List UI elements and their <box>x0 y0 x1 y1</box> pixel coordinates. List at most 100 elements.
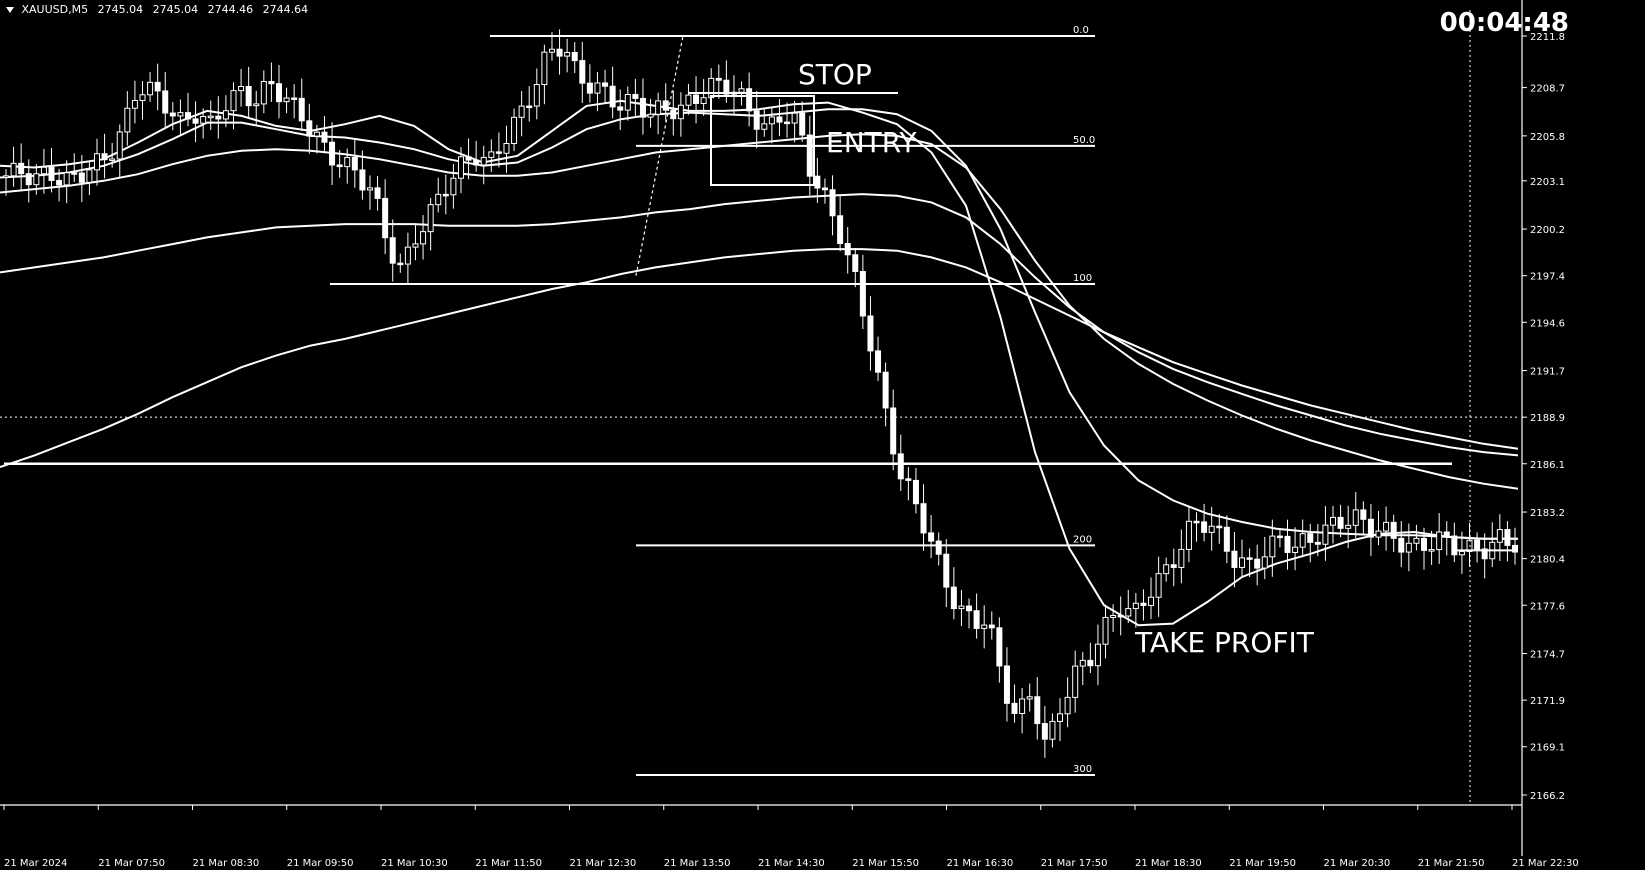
candle-body <box>238 85 245 92</box>
candle-body <box>10 162 17 177</box>
candle-body <box>359 169 366 191</box>
annotations: STOP ENTRY TAKE PROFIT <box>688 58 1315 659</box>
candle-body <box>624 94 631 111</box>
entry-label: ENTRY <box>826 126 917 159</box>
candle-body <box>412 243 419 248</box>
candle-body <box>1322 524 1329 545</box>
candle-body <box>791 112 798 124</box>
candle-body <box>1458 550 1465 556</box>
candle-body <box>579 60 586 84</box>
candle-body <box>63 172 70 186</box>
candle-body <box>1512 544 1518 553</box>
ohlc-open: 2745.04 <box>97 3 144 16</box>
candle-body <box>435 193 442 206</box>
candle-body <box>1117 614 1124 618</box>
candle-body <box>1034 696 1041 725</box>
stop-label: STOP <box>798 58 872 91</box>
candle-body <box>700 97 707 104</box>
candle-body <box>806 134 813 177</box>
candle-body <box>632 94 639 99</box>
price-tick-label: 2186.1 <box>1530 460 1565 471</box>
candle-body <box>776 116 783 123</box>
price-tick-label: 2188.9 <box>1530 413 1565 424</box>
candle-body <box>1375 530 1382 538</box>
candle-body <box>511 116 518 145</box>
time-tick-label: 21 Mar 15:50 <box>852 858 919 869</box>
fib-trendline[interactable] <box>635 35 684 276</box>
candle-body <box>1132 602 1139 610</box>
candle-body <box>768 116 775 125</box>
candle-body <box>56 180 63 186</box>
candle-body <box>442 193 449 197</box>
candle-body <box>784 121 791 125</box>
dropdown-triangle-icon[interactable] <box>6 7 14 13</box>
candle-body <box>1390 521 1397 539</box>
candle-body <box>829 189 836 217</box>
candle-body <box>1352 509 1359 526</box>
price-tick-label: 2211.8 <box>1530 32 1565 43</box>
candle-body <box>101 153 108 161</box>
candle-body <box>1201 521 1208 533</box>
candle-body <box>1451 535 1458 556</box>
candle-body <box>950 586 957 610</box>
candle-body <box>1421 537 1428 551</box>
price-tick-label: 2177.6 <box>1530 601 1565 612</box>
time-tick-label: 21 Mar 16:30 <box>947 858 1014 869</box>
fib-level-label: 0.0 <box>1073 25 1089 36</box>
candles <box>3 29 1518 758</box>
candle-body <box>1185 520 1192 550</box>
chart-header: XAUUSD,M5 2745.04 2745.04 2744.46 2744.6… <box>6 3 314 16</box>
candle-body <box>617 106 624 111</box>
candle-body <box>966 605 973 612</box>
candle-body <box>503 143 510 154</box>
candle-body <box>708 77 715 99</box>
candle-body <box>1383 521 1390 532</box>
candle-body <box>920 503 927 534</box>
time-tick-label: 21 Mar 14:30 <box>758 858 825 869</box>
horizontal-lines <box>0 10 1518 803</box>
price-tick-label: 2174.7 <box>1530 650 1565 661</box>
entry-zone-box[interactable] <box>710 95 815 186</box>
candle-body <box>260 80 267 105</box>
candle-body <box>1314 541 1321 545</box>
candle-body <box>723 79 730 95</box>
candle-body <box>1292 546 1299 553</box>
candle-body <box>753 110 760 130</box>
candle-body <box>3 175 9 178</box>
candle-body <box>996 627 1003 667</box>
price-tick-label: 2203.1 <box>1530 177 1565 188</box>
candle-body <box>556 48 563 57</box>
candle-body <box>541 51 548 86</box>
candle-body <box>647 113 654 118</box>
candle-body <box>207 115 214 119</box>
candle-body <box>935 540 942 555</box>
candle-body <box>1337 516 1344 529</box>
candle-body <box>25 173 32 186</box>
candle-body <box>1254 558 1261 569</box>
take-profit-label: TAKE PROFIT <box>1134 626 1315 659</box>
candle-body <box>298 97 305 122</box>
time-tick-label: 21 Mar 11:50 <box>475 858 542 869</box>
fib-level-label: 200 <box>1073 534 1092 545</box>
price-tick-label: 2180.4 <box>1530 555 1565 566</box>
candle-body <box>336 164 343 168</box>
price-tick-label: 2194.6 <box>1530 318 1565 329</box>
candle-body <box>1041 723 1048 740</box>
candle-body <box>905 478 912 481</box>
candle-body <box>586 82 593 94</box>
candle-body <box>1496 529 1503 543</box>
candle-body <box>366 187 373 191</box>
candle-body <box>693 94 700 104</box>
candle-body <box>124 107 131 133</box>
candle-body <box>48 166 55 182</box>
candle-body <box>1481 548 1488 560</box>
time-tick-label: 21 Mar 18:30 <box>1135 858 1202 869</box>
candle-body <box>943 553 950 588</box>
candle-body <box>1246 557 1253 560</box>
price-tick-label: 2191.7 <box>1530 367 1565 378</box>
candle-body <box>1345 524 1352 529</box>
candle-body <box>1299 533 1306 548</box>
candle-body <box>154 81 161 92</box>
candle-body <box>71 172 78 175</box>
